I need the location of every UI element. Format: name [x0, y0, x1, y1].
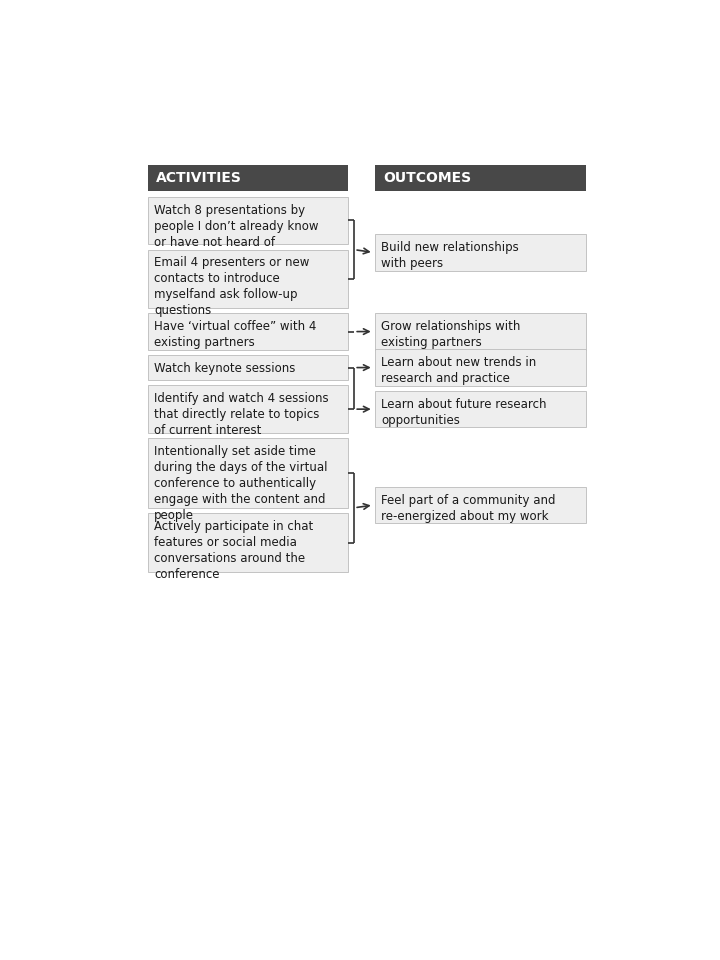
FancyBboxPatch shape [375, 487, 586, 523]
FancyBboxPatch shape [148, 197, 348, 244]
Text: Watch keynote sessions: Watch keynote sessions [154, 362, 296, 375]
Text: Learn about future research
opportunities: Learn about future research opportunitie… [382, 398, 547, 427]
FancyBboxPatch shape [148, 514, 348, 572]
Text: Watch 8 presentations by
people I don’t already know
or have not heard of: Watch 8 presentations by people I don’t … [154, 204, 319, 249]
Text: Build new relationships
with peers: Build new relationships with peers [382, 241, 519, 271]
FancyBboxPatch shape [148, 165, 348, 191]
Text: Intentionally set aside time
during the days of the virtual
conference to authen: Intentionally set aside time during the … [154, 445, 328, 522]
Text: Have ‘virtual coffee” with 4
existing partners: Have ‘virtual coffee” with 4 existing pa… [154, 321, 317, 349]
FancyBboxPatch shape [148, 438, 348, 508]
FancyBboxPatch shape [148, 314, 348, 349]
FancyBboxPatch shape [375, 165, 586, 191]
Text: ACTIVITIES: ACTIVITIES [156, 171, 242, 185]
FancyBboxPatch shape [375, 349, 586, 386]
FancyBboxPatch shape [148, 355, 348, 380]
Text: Identify and watch 4 sessions
that directly relate to topics
of current interest: Identify and watch 4 sessions that direc… [154, 393, 329, 438]
FancyBboxPatch shape [375, 234, 586, 271]
Text: Actively participate in chat
features or social media
conversations around the
c: Actively participate in chat features or… [154, 520, 314, 581]
Text: Feel part of a community and
re-energized about my work: Feel part of a community and re-energize… [382, 493, 556, 523]
FancyBboxPatch shape [148, 386, 348, 433]
FancyBboxPatch shape [375, 391, 586, 427]
Text: Grow relationships with
existing partners: Grow relationships with existing partner… [382, 321, 521, 349]
FancyBboxPatch shape [375, 314, 586, 349]
Text: OUTCOMES: OUTCOMES [383, 171, 471, 185]
Text: Learn about new trends in
research and practice: Learn about new trends in research and p… [382, 356, 536, 385]
FancyBboxPatch shape [148, 250, 348, 308]
Text: Email 4 presenters or new
contacts to introduce
myselfand ask follow-up
question: Email 4 presenters or new contacts to in… [154, 256, 310, 318]
